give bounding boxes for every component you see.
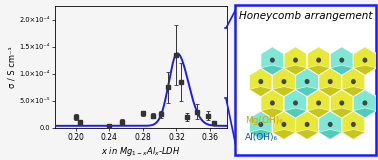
FancyBboxPatch shape — [235, 5, 376, 155]
Circle shape — [352, 80, 355, 83]
Polygon shape — [273, 129, 296, 139]
Circle shape — [294, 101, 297, 105]
Polygon shape — [353, 65, 376, 75]
Polygon shape — [319, 111, 342, 139]
Circle shape — [363, 58, 367, 62]
Polygon shape — [249, 111, 273, 139]
Polygon shape — [261, 89, 284, 118]
X-axis label: x in Mg$_{1-x}$Al$_x$-LDH: x in Mg$_{1-x}$Al$_x$-LDH — [101, 145, 181, 158]
Polygon shape — [296, 111, 319, 139]
Polygon shape — [284, 65, 307, 75]
Circle shape — [294, 58, 297, 62]
Circle shape — [282, 80, 286, 83]
Circle shape — [340, 101, 344, 105]
Text: Al(OH)₆: Al(OH)₆ — [245, 133, 279, 142]
Text: Mg(OH)₆: Mg(OH)₆ — [245, 116, 283, 125]
Circle shape — [352, 123, 355, 126]
Circle shape — [271, 101, 274, 105]
Polygon shape — [284, 89, 307, 118]
Polygon shape — [330, 108, 353, 118]
Polygon shape — [249, 68, 273, 96]
Polygon shape — [273, 111, 296, 139]
Circle shape — [259, 123, 263, 126]
Polygon shape — [249, 87, 273, 96]
Circle shape — [328, 80, 332, 83]
Circle shape — [340, 58, 344, 62]
Polygon shape — [342, 111, 365, 139]
Polygon shape — [342, 129, 365, 139]
Polygon shape — [261, 108, 284, 118]
Polygon shape — [307, 108, 330, 118]
Polygon shape — [353, 108, 376, 118]
Polygon shape — [330, 65, 353, 75]
Polygon shape — [319, 129, 342, 139]
Circle shape — [271, 58, 274, 62]
Polygon shape — [273, 87, 296, 96]
Polygon shape — [353, 89, 376, 118]
Circle shape — [317, 101, 321, 105]
Polygon shape — [296, 68, 319, 96]
Polygon shape — [319, 87, 342, 96]
Polygon shape — [307, 89, 330, 118]
Polygon shape — [330, 89, 353, 118]
Polygon shape — [330, 47, 353, 75]
Circle shape — [305, 123, 309, 126]
Polygon shape — [307, 47, 330, 75]
Polygon shape — [261, 47, 284, 75]
Polygon shape — [319, 68, 342, 96]
Text: Honeycomb arrangement: Honeycomb arrangement — [239, 11, 373, 21]
Polygon shape — [273, 68, 296, 96]
Circle shape — [363, 101, 367, 105]
Y-axis label: σ / S cm⁻¹: σ / S cm⁻¹ — [8, 46, 17, 88]
Circle shape — [305, 80, 309, 83]
Circle shape — [259, 80, 263, 83]
Polygon shape — [296, 87, 319, 96]
Polygon shape — [249, 129, 273, 139]
Polygon shape — [342, 87, 365, 96]
Polygon shape — [353, 47, 376, 75]
Circle shape — [282, 123, 286, 126]
Polygon shape — [342, 68, 365, 96]
Circle shape — [328, 123, 332, 126]
Polygon shape — [284, 108, 307, 118]
Polygon shape — [284, 47, 307, 75]
Polygon shape — [261, 65, 284, 75]
Polygon shape — [307, 65, 330, 75]
Circle shape — [317, 58, 321, 62]
Polygon shape — [296, 129, 319, 139]
